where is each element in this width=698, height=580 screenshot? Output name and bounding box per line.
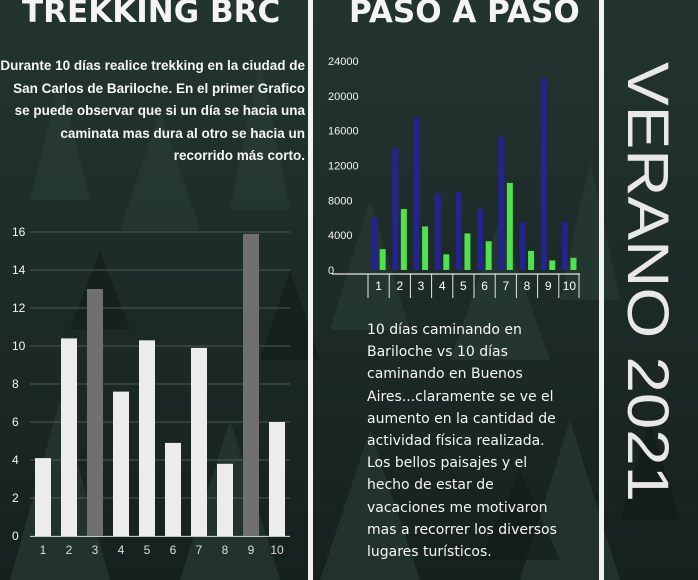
bar [113,391,129,536]
y-tick-label: 12 [12,301,26,315]
x-tick-label: 10 [270,543,284,557]
bar-series-1 [413,117,420,271]
bar [87,289,103,536]
divider-right [599,0,604,580]
right-description: 10 días caminando en Bariloche vs 10 día… [367,322,557,561]
bar-series-2 [422,226,429,270]
divider-left [308,0,313,580]
steps-comparison-chart: 0 4000 8000 12000 16000 20000 24000 1 2 3 4 5 6 7 8 9 10 [328,56,580,298]
y-tick-label: 10 [12,339,26,353]
bar [217,463,233,536]
x-tick-label: 7 [196,543,203,557]
bar [35,458,51,536]
bar-series-1 [392,148,399,270]
verano-2021-text: VERANO 2021 [615,62,680,502]
bar-series-1 [434,193,441,270]
bar-series-2 [379,249,386,270]
y-tick-label: 16 [12,225,26,239]
bar-series-1 [455,192,462,270]
x-tick-label: 1 [40,543,47,557]
x-tick-label: 4 [439,279,446,293]
x-tick-label: 8 [222,543,229,557]
bar [165,442,181,536]
left-title: TREKKING BRC [22,0,281,30]
y-tick-label: 6 [12,415,19,429]
x-tick-label: 6 [170,543,177,557]
x-tick-label: 4 [118,543,125,557]
y-tick-label: 0 [328,265,334,277]
bar-series-2 [485,241,492,270]
x-tick-label: 3 [418,279,425,293]
x-tick-label: 2 [396,279,403,293]
bar [139,340,155,536]
x-tick-label: 6 [481,279,488,293]
bar [243,233,259,536]
y-tick-label: 0 [12,529,19,543]
bar-series-1 [477,209,484,270]
bar-series-2 [528,250,535,270]
bar-series-2 [549,260,556,270]
y-tick-label: 24000 [328,56,359,68]
y-tick-label: 16000 [328,126,359,138]
left-intro-text: Durante 10 días realice trekking en la c… [0,58,305,163]
y-tick-label: 20000 [328,91,359,103]
y-tick-label: 4 [12,453,19,467]
bar-series-1 [498,136,505,270]
bar [191,347,207,536]
y-tick-label: 8 [12,377,19,391]
y-tick-label: 4000 [328,230,352,242]
bar-series-1 [540,78,547,271]
bar-series-1 [561,222,568,270]
verano-2021-banner: VERANO 2021 [615,62,680,502]
x-tick-label: 3 [92,543,99,557]
x-tick-label: 7 [502,279,509,293]
y-tick-label: 2 [12,491,19,505]
x-tick-label: 8 [524,279,531,293]
x-tick-label: 9 [248,543,255,557]
x-tick-label: 9 [545,279,552,293]
y-tick-label: 12000 [328,161,359,173]
y-tick-label: 14 [12,263,26,277]
x-tick-label: 10 [563,279,577,293]
bar-series-1 [519,222,526,270]
bar-series-2 [400,209,407,270]
bar-series-1 [371,217,378,270]
x-tick-label: 5 [144,543,151,557]
bar-series-2 [506,182,513,270]
bar-series-2 [570,257,577,270]
right-title: PASO A PASO [349,0,580,30]
bar-series-2 [464,233,471,270]
bar [61,338,77,536]
x-tick-label: 1 [375,279,382,293]
bar [269,422,285,536]
x-tick-label: 2 [66,543,73,557]
bar-series-2 [443,254,450,270]
x-tick-label: 5 [460,279,467,293]
y-tick-label: 8000 [328,195,352,207]
